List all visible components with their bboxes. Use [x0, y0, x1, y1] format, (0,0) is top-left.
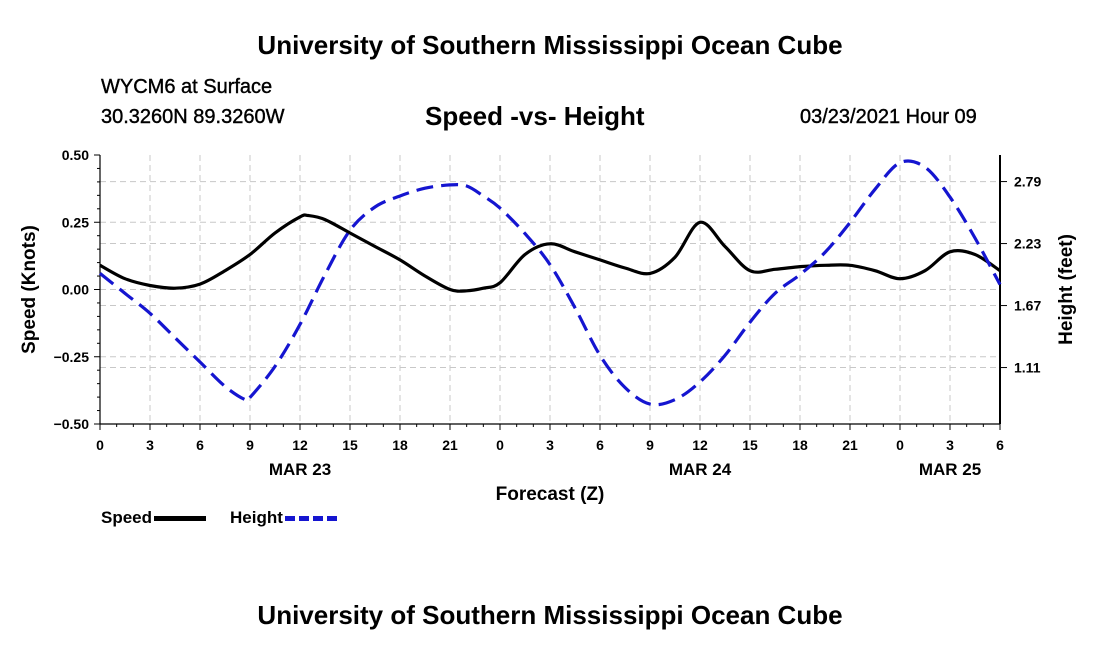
chart-title: Speed -vs- Height — [425, 101, 645, 131]
y-tick-label: 0.50 — [62, 147, 89, 163]
y-tick-label: −0.25 — [54, 349, 90, 365]
x-tick-label: 12 — [692, 437, 708, 453]
y2-tick-label: 2.79 — [1014, 174, 1041, 190]
x-tick-label: 9 — [646, 437, 654, 453]
x-tick-label: 6 — [196, 437, 204, 453]
legend-speed: Speed — [101, 508, 207, 528]
x-axis-title: Forecast (Z) — [496, 484, 605, 505]
y2-tick-label: 2.23 — [1014, 236, 1041, 252]
x-tick-label: 6 — [596, 437, 604, 453]
legend-speed-swatch — [154, 515, 207, 521]
x-tick-label: 15 — [742, 437, 758, 453]
x-tick-label: 0 — [896, 437, 904, 453]
x-tick-label: 21 — [842, 437, 858, 453]
y2-tick-label: 1.11 — [1014, 360, 1041, 376]
date-label: MAR 24 — [669, 460, 732, 479]
legend-speed-label: Speed — [101, 508, 153, 527]
x-tick-label: 12 — [292, 437, 308, 453]
page-title-bottom: University of Southern Mississippi Ocean… — [257, 600, 843, 630]
x-tick-label: 18 — [392, 437, 408, 453]
x-tick-label: 3 — [546, 437, 554, 453]
x-tick-label: 0 — [496, 437, 504, 453]
station-coordinates: 30.3260N 89.3260W — [101, 106, 285, 128]
page-title-top: University of Southern Mississippi Ocean… — [257, 30, 843, 60]
x-tick-label: 0 — [96, 437, 104, 453]
series-layer — [98, 159, 1002, 407]
label-layer: 0.50 0.25 0.00 −0.25 −0.50 2.79 2.23 1.67 1.11 0 3… — [19, 147, 1077, 505]
y-tick-label: 0.25 — [62, 214, 89, 230]
y-tick-label: −0.50 — [54, 416, 90, 432]
speed-series-line — [99, 213, 1001, 293]
legend-height: Height — [230, 508, 337, 528]
height-series-line — [98, 159, 1002, 407]
x-tick-label: 3 — [146, 437, 154, 453]
grid-layer — [100, 155, 1000, 424]
y2-axis-title: Height (feet) — [1056, 234, 1077, 345]
y2-tick-label: 1.67 — [1014, 298, 1041, 314]
station-label: WYCM6 at Surface — [101, 76, 273, 98]
date-label: MAR 25 — [919, 460, 981, 479]
x-tick-label: 3 — [946, 437, 954, 453]
x-tick-label: 6 — [996, 437, 1004, 453]
y-axis-title: Speed (Knots) — [19, 225, 40, 354]
x-tick-label: 9 — [246, 437, 254, 453]
x-tick-label: 15 — [342, 437, 358, 453]
legend-height-label: Height — [230, 508, 283, 527]
y-tick-label: 0.00 — [62, 282, 89, 298]
forecast-datetime: 03/23/2021 Hour 09 — [800, 106, 977, 128]
x-tick-label: 21 — [442, 437, 458, 453]
x-tick-label: 18 — [792, 437, 808, 453]
axis-layer — [94, 154, 1007, 430]
legend-height-swatch — [284, 515, 337, 521]
date-label: MAR 23 — [269, 460, 331, 479]
